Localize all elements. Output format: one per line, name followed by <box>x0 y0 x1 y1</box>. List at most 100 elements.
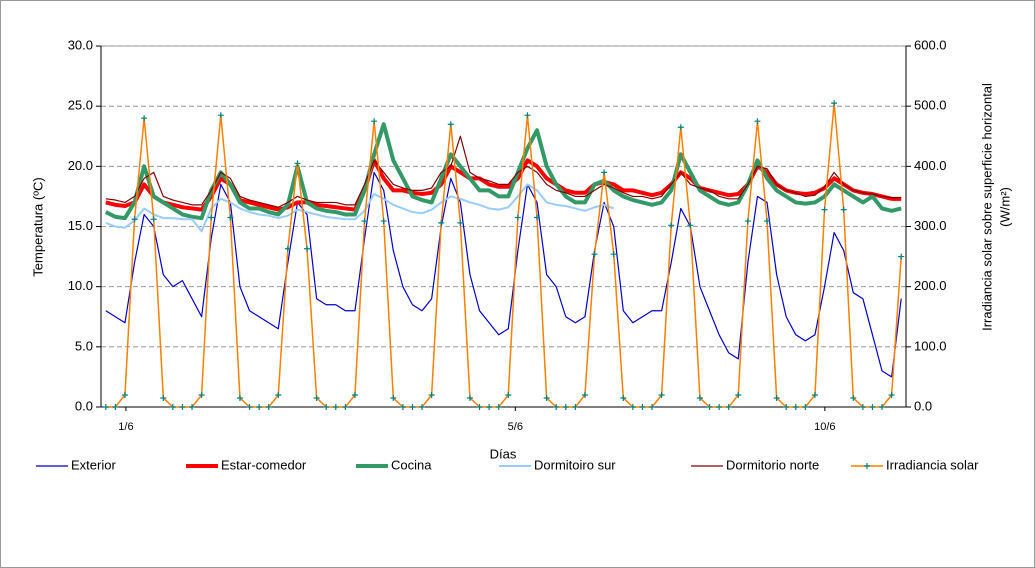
data-point <box>141 115 148 122</box>
data-point <box>610 251 617 258</box>
data-point <box>390 394 397 401</box>
y2-tick-label: 0.0 <box>914 398 932 413</box>
y-axis-title: Temperatura (ºC) <box>30 177 45 276</box>
data-point <box>294 160 301 167</box>
data-point <box>265 404 272 410</box>
data-point <box>361 218 368 225</box>
data-point <box>495 404 502 410</box>
data-point <box>792 404 799 410</box>
data-point <box>466 394 473 401</box>
data-point <box>572 404 579 410</box>
y2-axis-title: (W/m²) <box>997 187 1012 227</box>
data-point <box>821 206 828 213</box>
data-point <box>754 118 761 125</box>
y-tick-label: 30.0 <box>68 37 93 52</box>
data-point <box>898 253 905 260</box>
data-point <box>840 206 847 213</box>
data-point <box>160 394 167 401</box>
data-point <box>323 404 330 410</box>
data-point <box>457 219 464 226</box>
data-point <box>150 216 157 223</box>
data-point <box>169 404 176 410</box>
data-point <box>859 404 866 410</box>
data-point <box>696 394 703 401</box>
y2-tick-label: 100.0 <box>914 338 947 353</box>
data-point <box>409 404 416 410</box>
data-point <box>227 214 234 221</box>
x-tick-label: 1/6 <box>118 421 133 433</box>
data-point <box>706 404 713 410</box>
y-tick-label: 25.0 <box>68 98 93 113</box>
legend-label: Cocina <box>391 457 432 472</box>
data-point <box>869 404 876 410</box>
series-line <box>105 183 615 233</box>
data-point <box>514 214 521 221</box>
data-point <box>380 218 387 225</box>
x-axis-title: Días <box>490 446 517 461</box>
data-point <box>649 404 656 410</box>
data-point <box>486 404 493 410</box>
data-point <box>629 404 636 410</box>
data-point <box>438 219 445 226</box>
data-point <box>476 404 483 410</box>
data-point <box>505 391 512 398</box>
data-point <box>304 245 311 252</box>
data-point <box>256 404 263 410</box>
data-point <box>332 404 339 410</box>
data-point <box>581 391 588 398</box>
data-point <box>773 394 780 401</box>
legend-marker <box>864 463 870 469</box>
y-tick-label: 20.0 <box>68 158 93 173</box>
data-point <box>447 121 454 128</box>
data-point <box>658 391 665 398</box>
data-point <box>371 118 378 125</box>
data-point <box>735 391 742 398</box>
data-point <box>198 391 205 398</box>
data-point <box>313 394 320 401</box>
data-point <box>131 216 138 223</box>
y2-tick-label: 200.0 <box>914 278 947 293</box>
y2-axis-title: Irradiancia solar sobre superficie horiz… <box>979 83 994 331</box>
y-tick-label: 15.0 <box>68 218 93 233</box>
series-line <box>104 122 902 221</box>
legend-label: Dormitoiro sur <box>534 457 616 472</box>
data-point <box>764 218 771 225</box>
legend-label: Dormitorio norte <box>726 457 819 472</box>
data-point <box>179 404 186 410</box>
data-point <box>275 391 282 398</box>
y2-tick-label: 400.0 <box>914 158 947 173</box>
data-point <box>351 391 358 398</box>
x-tick-label: 10/6 <box>814 421 835 433</box>
data-point <box>562 404 569 410</box>
data-point <box>802 404 809 410</box>
data-point <box>543 394 550 401</box>
data-point <box>668 222 675 229</box>
data-point <box>831 100 838 107</box>
data-point <box>102 404 109 410</box>
y2-tick-label: 600.0 <box>914 37 947 52</box>
data-point <box>236 394 243 401</box>
series-line <box>105 135 902 208</box>
data-point <box>677 124 684 131</box>
data-point <box>399 404 406 410</box>
series-line <box>105 171 902 378</box>
data-point <box>112 404 119 410</box>
data-point <box>601 169 608 176</box>
data-point <box>342 404 349 410</box>
data-point <box>850 394 857 401</box>
data-point <box>620 394 627 401</box>
y2-tick-label: 300.0 <box>914 218 947 233</box>
data-point <box>783 404 790 410</box>
legend-label: Irradiancia solar <box>886 457 979 472</box>
legend-label: Exterior <box>71 457 116 472</box>
y-tick-label: 0.0 <box>75 398 93 413</box>
data-point <box>428 391 435 398</box>
x-tick-label: 5/6 <box>508 421 523 433</box>
data-point <box>888 391 895 398</box>
data-point <box>744 218 751 225</box>
data-point <box>534 214 541 221</box>
data-point <box>811 391 818 398</box>
series-line <box>105 102 902 408</box>
data-point <box>419 404 426 410</box>
